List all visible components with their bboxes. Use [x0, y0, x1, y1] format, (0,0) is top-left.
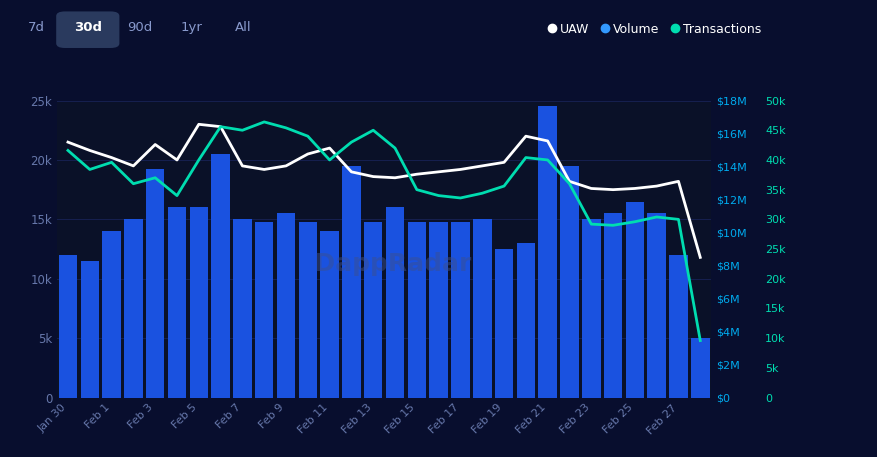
Bar [495, 249, 513, 398]
Bar [254, 222, 273, 398]
Bar [603, 213, 622, 398]
Bar [451, 222, 469, 398]
Bar [407, 222, 425, 398]
Bar [59, 255, 77, 398]
Bar [103, 231, 121, 398]
Bar [516, 243, 534, 398]
Text: 1yr: 1yr [181, 21, 202, 34]
Bar [189, 207, 208, 398]
Bar [538, 106, 556, 398]
Text: 7d: 7d [27, 21, 45, 34]
Bar [342, 166, 360, 398]
Bar [276, 213, 295, 398]
Bar [320, 231, 339, 398]
Bar [364, 222, 382, 398]
Bar [560, 166, 578, 398]
Bar [124, 219, 142, 398]
Bar [668, 255, 687, 398]
Bar [625, 202, 644, 398]
Text: 90d: 90d [127, 21, 152, 34]
Bar [211, 154, 230, 398]
Bar [168, 207, 186, 398]
Text: All: All [235, 21, 251, 34]
Bar [233, 219, 252, 398]
Bar [81, 261, 99, 398]
Legend: UAW, Volume, Transactions: UAW, Volume, Transactions [543, 18, 766, 41]
Bar [473, 219, 491, 398]
Bar [646, 213, 665, 398]
Bar [385, 207, 403, 398]
Bar [146, 170, 164, 398]
Bar [298, 222, 317, 398]
Bar [581, 219, 600, 398]
Bar [429, 222, 447, 398]
Text: DappRadar: DappRadar [296, 252, 471, 276]
Bar [690, 338, 709, 398]
Text: 30d: 30d [74, 21, 102, 34]
